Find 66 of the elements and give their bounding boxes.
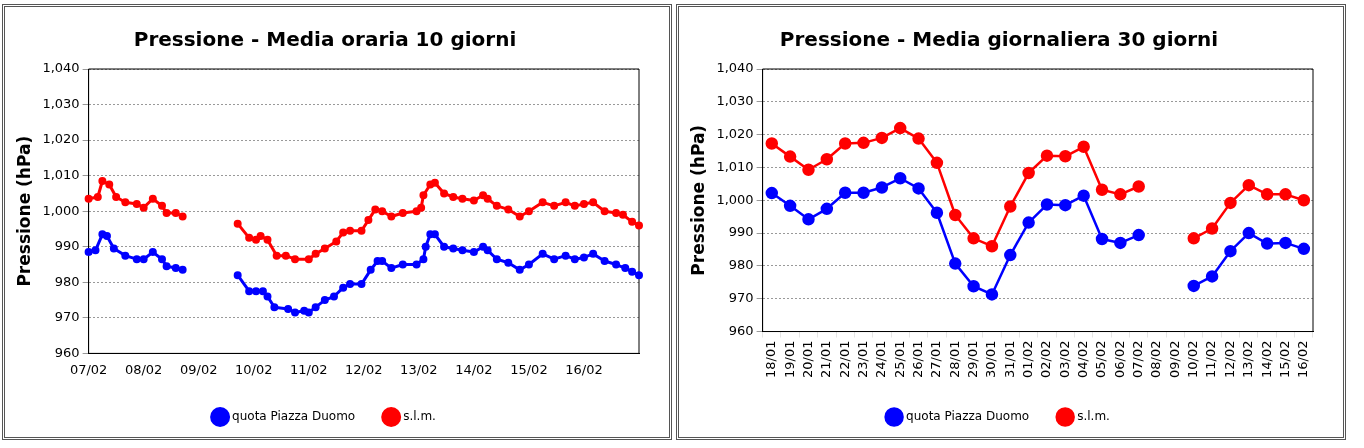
y-tick-label: 990 [728,224,754,240]
chart-title: Pressione - Media oraria 10 giorni [133,27,517,52]
x-tick-label: 15/02 [1276,340,1292,378]
x-tick-label: 27/01 [928,340,944,378]
x-tick-label: 04/02 [1075,340,1091,378]
legend-label: s.l.m. [1077,409,1110,424]
y-tick-label: 1,020 [42,131,80,147]
x-tick-label: 16/02 [565,361,603,377]
x-tick-label: 13/02 [400,361,438,377]
y-tick-label: 960 [728,322,754,338]
y-axis-title: Pressione (hPa) [13,135,34,287]
y-tick-label: 990 [54,238,80,254]
x-tick-label: 18/01 [763,340,779,378]
x-tick-label: 21/01 [818,340,834,378]
y-tick-label: 970 [728,290,754,306]
x-tick-label: 08/02 [1148,340,1164,378]
x-tick-label: 01/02 [1020,340,1036,378]
x-tick-label: 19/01 [781,340,797,378]
x-tick-label: 10/02 [235,361,273,377]
x-tick-label: 11/02 [1203,340,1219,378]
y-tick-label: 1,040 [716,60,754,76]
x-tick-label: 12/02 [1221,340,1237,378]
x-tick-label: 08/02 [124,361,163,377]
y-tick-label: 980 [54,273,80,289]
legend-label: quota Piazza Duomo [232,409,356,424]
y-tick-label: 960 [54,344,80,360]
y-tick-label: 1,010 [42,167,80,183]
x-tick-label: 03/02 [1056,340,1072,378]
x-tick-label: 14/02 [455,361,493,377]
y-axis-title: Pressione (hPa) [687,124,708,276]
x-tick-label: 26/01 [909,340,925,378]
x-tick-label: 07/02 [1130,340,1146,378]
y-tick-label: 1,040 [42,60,80,76]
x-tick-label: 09/02 [1166,340,1182,378]
x-tick-label: 12/02 [345,361,383,377]
x-tick-label: 25/01 [891,340,907,378]
x-tick-label: 07/02 [69,361,108,377]
y-tick-label: 1,000 [42,202,80,218]
x-tick-label: 06/02 [1111,340,1127,378]
x-tick-label: 14/02 [1258,340,1274,378]
x-tick-label: 23/01 [854,340,870,378]
y-tick-label: 970 [54,309,80,325]
x-tick-label: 02/02 [1038,340,1054,378]
chart-title: Pressione - Media giornaliera 30 giorni [779,27,1219,52]
x-tick-label: 20/01 [799,340,815,378]
x-tick-label: 16/02 [1295,340,1311,378]
x-tick-label: 22/01 [836,340,852,378]
x-tick-label: 10/02 [1185,340,1201,378]
x-tick-label: 09/02 [179,361,218,377]
y-tick-label: 1,030 [42,95,80,111]
x-tick-label: 13/02 [1240,340,1256,378]
y-tick-label: 980 [728,257,754,273]
x-tick-label: 05/02 [1093,340,1109,378]
x-tick-label: 30/01 [983,340,999,378]
x-tick-label: 24/01 [873,340,889,378]
legend-label: quota Piazza Duomo [906,409,1030,424]
x-tick-label: 29/01 [964,340,980,378]
y-tick-label: 1,010 [716,158,754,174]
x-tick-label: 11/02 [290,361,328,377]
x-tick-label: 15/02 [510,361,548,377]
y-tick-label: 1,000 [716,191,754,207]
x-tick-label: 31/01 [1001,340,1017,378]
y-tick-label: 1,030 [716,93,754,109]
legend-label: s.l.m. [403,409,436,424]
x-tick-label: 28/01 [946,340,962,378]
y-tick-label: 1,020 [716,126,754,142]
